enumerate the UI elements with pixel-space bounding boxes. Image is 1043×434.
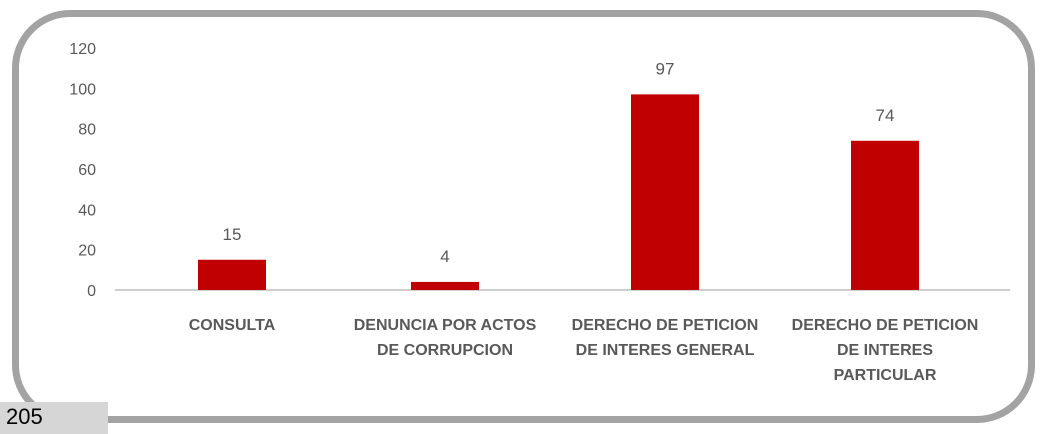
page-number: 205 [6, 404, 43, 429]
data-label: 74 [876, 106, 895, 125]
category-label: DE CORRUPCION [377, 342, 513, 359]
bar [411, 281, 479, 290]
data-label: 97 [656, 59, 675, 78]
data-label: 15 [223, 225, 242, 244]
data-label: 4 [440, 247, 449, 266]
category-label: PARTICULAR [834, 367, 937, 384]
y-tick-label: 100 [69, 81, 96, 98]
category-label: DE INTERES [837, 342, 933, 359]
category-label: DE INTERES GENERAL [576, 342, 755, 359]
category-labels: CONSULTA DENUNCIA POR ACTOS DE CORRUPCION D… [189, 317, 979, 384]
category-label: DERECHO DE PETICION [792, 317, 979, 334]
y-axis-ticks: 0 20 40 60 80 100 120 [69, 41, 96, 300]
bar [198, 259, 266, 290]
y-tick-label: 20 [78, 243, 96, 260]
data-labels: 15 4 97 74 [223, 59, 895, 266]
category-label: DENUNCIA POR ACTOS [354, 317, 537, 334]
y-tick-label: 40 [78, 202, 96, 219]
bar [631, 94, 699, 290]
category-label: CONSULTA [189, 317, 276, 334]
y-tick-label: 120 [69, 41, 96, 58]
y-tick-label: 0 [87, 283, 96, 300]
y-tick-label: 80 [78, 122, 96, 139]
category-label: DERECHO DE PETICION [572, 317, 759, 334]
page-number-tab [0, 402, 108, 434]
y-tick-label: 60 [78, 162, 96, 179]
bar [851, 140, 919, 290]
bars [198, 94, 919, 290]
